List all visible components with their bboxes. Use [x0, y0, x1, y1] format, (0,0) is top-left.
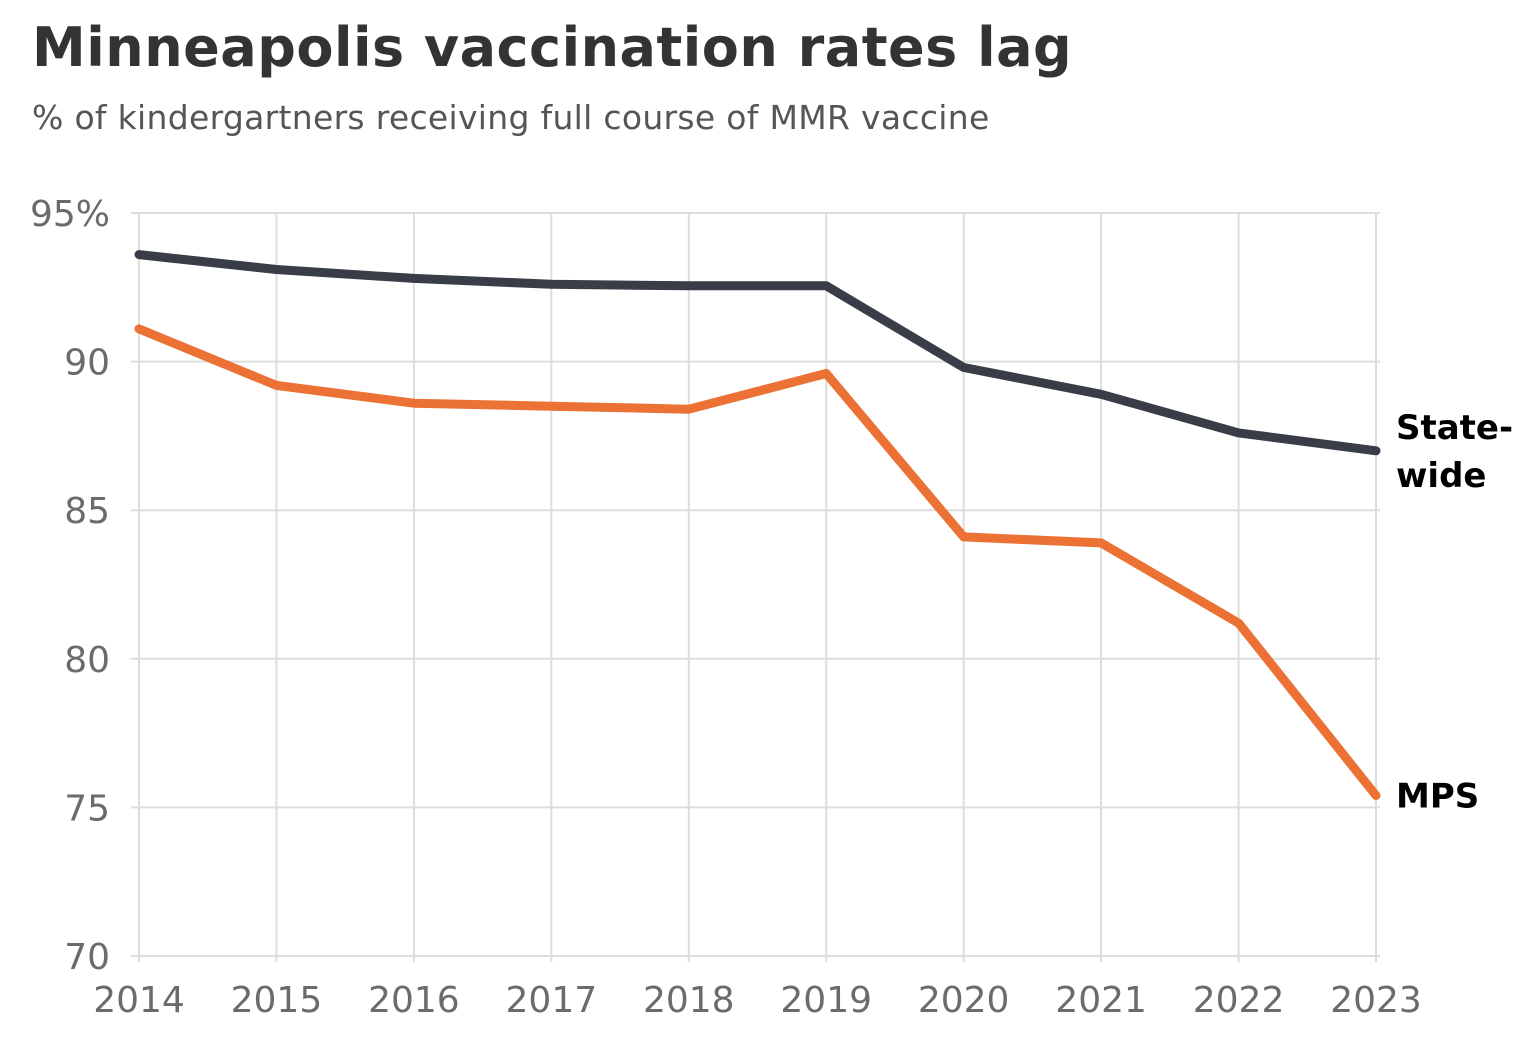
- y-tick-label-75: 75: [64, 788, 110, 829]
- x-tick-label-2020: 2020: [918, 980, 1010, 1021]
- x-tick-label-2017: 2017: [506, 980, 598, 1021]
- chart-subtitle: % of kindergartners receiving full cours…: [32, 98, 990, 137]
- x-tick-label-2022: 2022: [1193, 980, 1285, 1021]
- series-label-mps: MPS: [1396, 777, 1479, 817]
- y-tick-label-70: 70: [64, 937, 110, 978]
- series-line-state-wide: [134, 250, 1381, 456]
- y-tick-label-95: 95%: [30, 194, 110, 235]
- series-labels: State-wide MPS: [1396, 408, 1513, 817]
- y-tick-label-80: 80: [64, 640, 110, 681]
- x-tick-label-2023: 2023: [1330, 980, 1422, 1021]
- x-tick-label-2019: 2019: [780, 980, 872, 1021]
- y-tick-label-90: 90: [64, 343, 110, 384]
- chart-title: Minneapolis vaccination rates lag: [32, 16, 1073, 79]
- series-lines: [134, 250, 1381, 800]
- x-tick-label-2021: 2021: [1055, 980, 1147, 1021]
- y-tick-label-85: 85: [64, 491, 110, 532]
- series-line-mps: [134, 324, 1381, 800]
- series-label-state-wide-1: State-: [1396, 408, 1513, 448]
- x-tick-label-2016: 2016: [368, 980, 460, 1021]
- x-tick-label-2018: 2018: [643, 980, 735, 1021]
- x-tick-label-2015: 2015: [231, 980, 323, 1021]
- series-label-state-wide-2: wide: [1396, 456, 1486, 496]
- grid-lines: [131, 212, 1380, 962]
- x-tick-label-2014: 2014: [93, 980, 185, 1021]
